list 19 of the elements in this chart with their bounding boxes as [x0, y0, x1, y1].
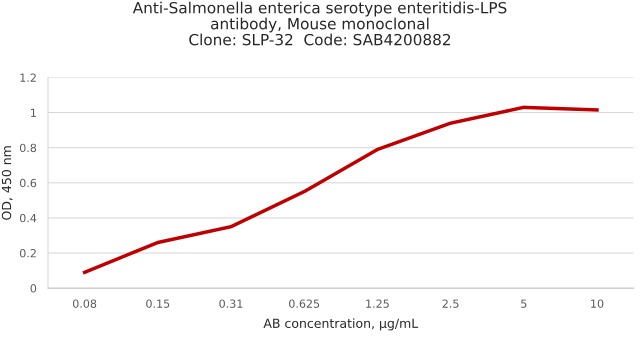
x-tick-label: 0.08 [72, 299, 96, 308]
x-tick-label: 0.31 [219, 299, 242, 308]
y-tick-label: 0.8 [20, 144, 36, 152]
y-tick-label: 0.4 [20, 214, 36, 222]
y-tick-label: 1.2 [20, 73, 36, 82]
x-tick-label: 1.25 [366, 299, 389, 308]
x-tick-label: 0.625 [289, 299, 320, 308]
x-tick-label: 5 [521, 300, 526, 308]
x-axis-title: AB concentration, µg/mL [263, 318, 418, 330]
x-tick-label: 2.5 [442, 299, 458, 308]
y-axis-title: OD, 450 nm [2, 146, 13, 220]
x-tick-label: 0.15 [146, 299, 170, 308]
y-tick-label: 0 [30, 284, 36, 293]
y-tick-label: 1 [31, 108, 36, 117]
x-tick-label: 10 [591, 299, 604, 308]
y-tick-label: 0.6 [20, 178, 36, 188]
y-tick-label: 0.2 [20, 249, 36, 258]
line-series [82, 106, 599, 274]
chart-title: Anti-Salmonella enterica serotype enteritidis-LPS antibody, Mouse monoclonal Clone: SLP-32 Code: SAB4200882 [132, 2, 506, 46]
